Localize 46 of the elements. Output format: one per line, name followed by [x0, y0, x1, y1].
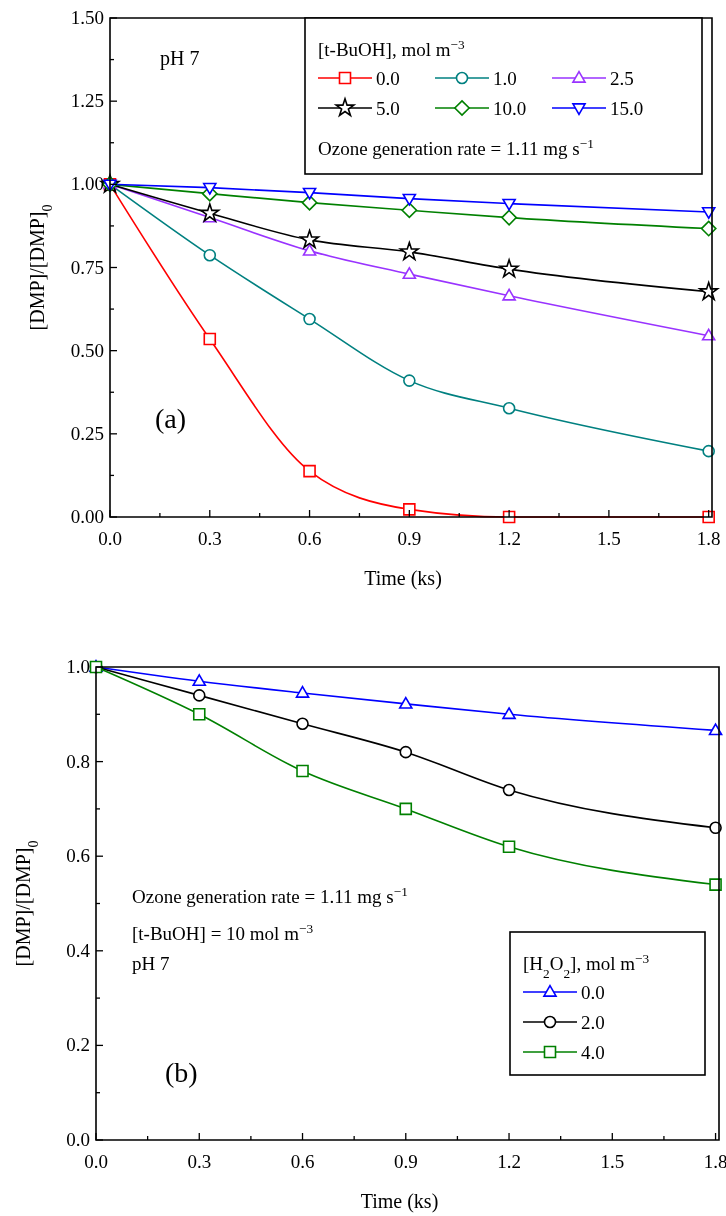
legend-label: 0.0: [376, 68, 400, 89]
legend-label: 4.0: [581, 1042, 605, 1063]
y-tick-label: 1.0: [66, 656, 90, 677]
y-tick-label: 1.50: [70, 7, 104, 28]
y-tick-label: 1.25: [70, 90, 104, 112]
y-tick-label: 0.6: [66, 845, 90, 867]
x-tick-label: 0.9: [397, 528, 422, 549]
legend-title: [H$_{2}$O$_{2}$], mol m$^{−3}$: [523, 950, 650, 981]
annotation: pH 7: [160, 47, 200, 70]
x-tick-label: 1.8: [703, 1151, 726, 1172]
legend-label: 0.0: [581, 982, 605, 1003]
legend-title: [t-BuOH], mol m$^{−3}$: [318, 36, 465, 60]
annotation: Ozone generation rate = 1.11 mg s$^{−1}$: [318, 135, 594, 159]
x-tick-label: 1.2: [497, 528, 521, 549]
x-tick-label: 0.3: [197, 528, 222, 549]
x-tick-label: 1.8: [696, 528, 721, 549]
annotation: Ozone generation rate = 1.11 mg s$^{−1}$: [132, 883, 408, 907]
y-tick-label: 0.00: [70, 506, 104, 527]
y-tick-label: 0.75: [70, 256, 104, 278]
legend-label: 5.0: [376, 98, 400, 119]
y-tick-label: 0.50: [70, 339, 104, 361]
x-tick-label: 0.0: [98, 528, 122, 549]
annotation: pH 7: [132, 953, 170, 974]
y-tick-label: 0.4: [66, 939, 91, 961]
x-tick-label: 0.9: [393, 1151, 418, 1172]
y-tick-label: 0.0: [66, 1129, 90, 1150]
legend-label: 2.5: [610, 68, 634, 89]
legend-label: 15.0: [610, 98, 644, 119]
legend-label: 2.0: [581, 1012, 605, 1033]
y-tick-label: 0.25: [70, 422, 104, 444]
legend-label: 1.0: [493, 68, 517, 89]
x-tick-label: 1.5: [597, 528, 621, 549]
y-tick-label: 0.8: [66, 750, 90, 772]
y-tick-label: 1.00: [70, 173, 104, 195]
x-tick-label: 1.5: [600, 1151, 625, 1172]
legend-label: 10.0: [493, 98, 527, 119]
x-axis-title: Time (ks): [360, 1190, 439, 1213]
y-tick-label: 0.2: [66, 1034, 90, 1056]
annotation: (a): [155, 403, 187, 434]
x-tick-label: 0.3: [187, 1151, 212, 1172]
x-tick-label: 0.6: [290, 1151, 315, 1172]
x-tick-label: 0.6: [297, 528, 322, 549]
annotation: (b): [165, 1057, 198, 1088]
x-tick-label: 1.2: [497, 1151, 521, 1172]
annotation: [t-BuOH] = 10 mol m$^{−3}$: [132, 920, 314, 944]
x-axis-title: Time (ks): [364, 567, 442, 590]
